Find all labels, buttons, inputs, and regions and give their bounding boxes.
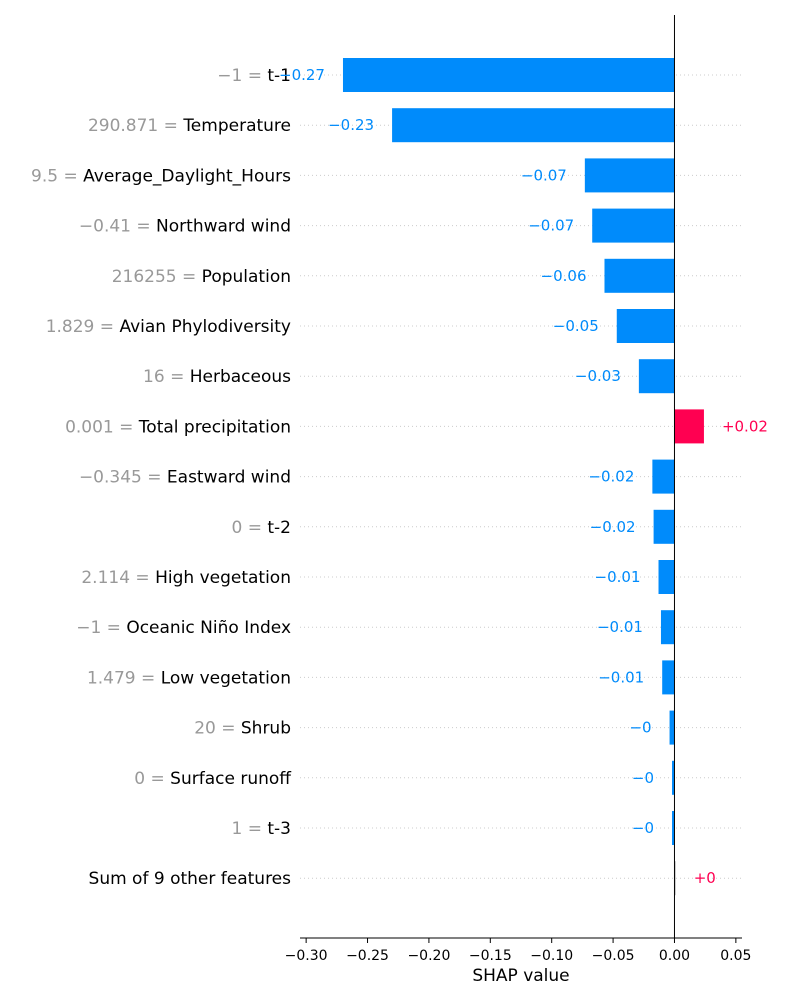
bar [584,158,675,193]
feature-label: −1 = Oceanic Niño Index [76,618,291,638]
bar-value-label: −0.07 [521,166,567,184]
feature-label: −1 = t-1 [217,66,291,86]
x-tick-label: −0.10 [530,948,573,964]
bar-value-label: −0.02 [588,468,634,486]
x-tick-label: −0.15 [469,948,512,964]
feature-label: Sum of 9 other features [89,869,292,889]
bar-value-label: −0 [629,719,651,737]
feature-name: Oceanic Niño Index [126,618,291,638]
bar-value-label: −0.07 [528,217,574,235]
feature-value: 1 = [232,819,268,839]
x-axis: −0.30 −0.25 −0.20 −0.15 −0.10 −0.05 0.00 0.05 [285,937,751,964]
feature-name: t-1 [267,66,291,86]
bar-value-label: −0.01 [595,568,641,586]
feature-value: 1.479 = [87,668,161,688]
feature-label: 16 = Herbaceous [143,367,291,387]
feature-label: 1.479 = Low vegetation [87,668,291,688]
bar [674,861,676,896]
bar [604,258,675,293]
feature-value: −1 = [217,66,267,86]
bar [592,208,675,243]
feature-value: 0 = [232,518,268,538]
x-tick-label: −0.25 [346,948,389,964]
bar-value-label: −0.03 [575,367,621,385]
feature-value: −1 = [76,618,126,638]
bar [342,58,675,92]
feature-name: Northward wind [156,217,291,237]
feature-name: t-3 [267,819,291,839]
feature-name: Population [202,267,291,287]
bar [616,309,675,343]
x-tick-label: 0.05 [720,948,751,964]
feature-value: −0.345 = [79,468,167,488]
bar-value-label: −0.01 [597,618,643,636]
feature-value: 9.5 = [31,166,83,186]
bar [662,660,675,695]
x-axis-title: SHAP value [472,966,569,986]
feature-label: 290.871 = Temperature [88,116,291,136]
bar [653,509,675,544]
bar [652,459,675,494]
gridlines [300,74,742,879]
feature-name: Sum of 9 other features [89,869,292,889]
feature-name: Average_Daylight_Hours [83,166,291,186]
feature-label: 20 = Shrub [194,719,291,739]
feature-name: Temperature [182,116,291,136]
feature-label: 2.114 = High vegetation [81,568,291,588]
bar-value-label: −0.02 [590,518,636,536]
feature-label: 0 = t-2 [232,518,292,538]
bar-value-label: −0.23 [328,116,374,134]
bar [658,560,675,594]
feature-name: Eastward wind [167,468,291,488]
bar [674,409,704,444]
bar [672,760,675,795]
feature-labels: −1 = t-1 290.871 = Temperature 9.5 = Avera… [31,66,292,889]
feature-name: High vegetation [155,568,291,588]
bar-value-label: +0 [694,869,716,887]
feature-label: −0.345 = Eastward wind [79,468,291,488]
bar-value-label: −0 [632,769,654,787]
feature-name: Shrub [241,719,291,739]
feature-name: Surface runoff [170,769,292,789]
feature-value: 1.829 = [46,317,120,337]
bar [660,610,675,645]
bar-value-label: +0.02 [722,417,768,435]
feature-name: t-2 [267,518,291,538]
bar-value-label: −0 [632,819,654,837]
feature-name: Total precipitation [138,417,291,437]
bar-value-label: −0.05 [553,317,599,335]
feature-label: 216255 = Population [112,267,291,287]
feature-value: 20 = [194,719,241,739]
feature-label: −0.41 = Northward wind [79,217,291,237]
feature-label: 0 = Surface runoff [134,769,292,789]
bars [342,58,704,896]
feature-value: 0 = [134,769,170,789]
feature-value: 0.001 = [65,417,139,437]
bar [669,710,675,745]
feature-label: 0.001 = Total precipitation [65,417,291,437]
feature-value: 290.871 = [88,116,183,136]
feature-value: 16 = [143,367,190,387]
x-tick-label: 0.00 [659,948,690,964]
bar-value-label: −0.27 [279,66,325,84]
bar [392,108,675,143]
feature-label: 9.5 = Average_Daylight_Hours [31,166,291,186]
feature-name: Low vegetation [161,668,291,688]
feature-name: Herbaceous [190,367,291,387]
bar-value-label: −0.06 [541,267,587,285]
feature-label: 1.829 = Avian Phylodiversity [46,317,291,337]
x-tick-label: −0.05 [592,948,635,964]
feature-name: Avian Phylodiversity [119,317,291,337]
bar [672,811,675,845]
bar-value-labels: −0.27 −0.23 −0.07 −0.07 −0.06 −0.05 −0.03 +0.02… [279,66,768,887]
bar-value-label: −0.01 [598,668,644,686]
x-tick-label: −0.20 [407,948,450,964]
feature-value: 2.114 = [81,568,155,588]
feature-value: 216255 = [112,267,202,287]
feature-label: 1 = t-3 [232,819,292,839]
x-tick-label: −0.30 [285,948,328,964]
bar [638,359,675,394]
feature-value: −0.41 = [79,217,156,237]
